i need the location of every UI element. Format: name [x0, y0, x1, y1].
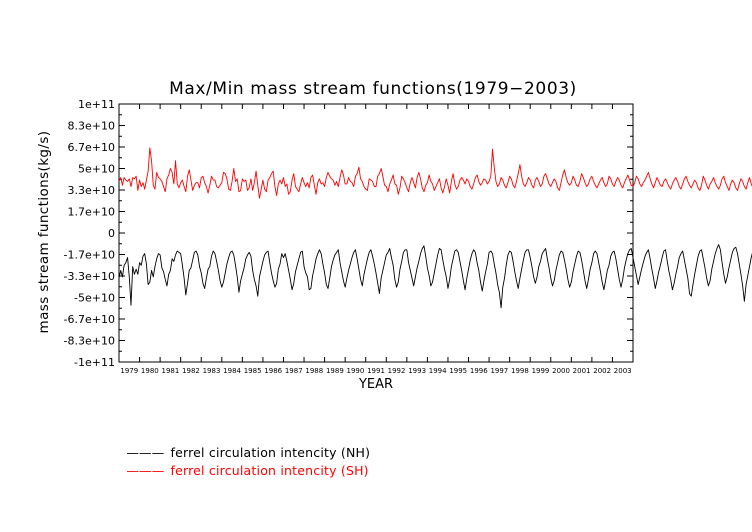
y-tick-label: 5e+10	[78, 163, 115, 176]
y-tick-label: -6.7e+10	[64, 313, 115, 326]
x-tick-label: 1985	[244, 367, 262, 375]
x-tick-label: 1982	[182, 367, 200, 375]
legend-label-nh: ferrel circulation intencity (NH)	[170, 445, 371, 460]
x-tick-label: 1990	[347, 367, 365, 375]
x-tick-label: 2000	[552, 367, 570, 375]
legend-line-sh: ———	[126, 463, 165, 478]
x-tick-label: 1987	[285, 367, 303, 375]
plot-frame	[118, 103, 634, 363]
x-tick-label: 1983	[203, 367, 221, 375]
x-tick-label: 1979	[120, 367, 138, 375]
x-tick-label: 1995	[449, 367, 467, 375]
series-layer	[118, 147, 752, 309]
x-tick-label: 1989	[326, 367, 344, 375]
y-tick-label: 1e+11	[78, 98, 115, 111]
x-tick-label: 1981	[161, 367, 179, 375]
x-tick-label: 1992	[388, 367, 406, 375]
x-tick-label: 1988	[305, 367, 323, 375]
x-tick-label: 1998	[511, 367, 529, 375]
x-tick-label: 1993	[408, 367, 426, 375]
x-tick-label: 1980	[141, 367, 159, 375]
y-tick-label: -8.3e+10	[64, 335, 115, 348]
x-axis-label: YEAR	[358, 377, 393, 392]
x-tick-label: 2002	[593, 367, 611, 375]
y-tick-label: 3.3e+10	[68, 184, 115, 197]
x-tick-label: 1994	[429, 367, 447, 375]
legend-entry-nh: ——— ferrel circulation intencity (NH)	[118, 430, 370, 460]
y-tick-label: -1e+11	[74, 356, 115, 369]
x-tick-label: 1996	[470, 367, 488, 375]
x-tick-label: 2001	[573, 367, 591, 375]
legend-line-nh: ———	[126, 445, 165, 460]
x-tick-label: 2003	[614, 367, 632, 375]
y-axis-label: mass stream functions(kg/s)	[36, 131, 52, 334]
y-tick-label: -3.3e+10	[64, 270, 115, 283]
series-line-sh	[118, 147, 752, 199]
y-tick-label: 1.7e+10	[68, 206, 115, 219]
y-tick-label: 6.7e+10	[68, 141, 115, 154]
x-tick-label: 1991	[367, 367, 385, 375]
x-tick-label: 1986	[264, 367, 282, 375]
y-tick-label: 8.3e+10	[68, 120, 115, 133]
x-tick-label: 1984	[223, 367, 241, 375]
y-tick-label: 0	[108, 227, 115, 240]
chart-title: Max/Min mass stream functions(1979−2003)	[169, 79, 577, 99]
y-tick-label: -5e+10	[74, 292, 115, 305]
x-axis-ticks: 1979 1980 1981 1982 1983 1984 1985 1986 1987 1988…	[118, 104, 634, 375]
series-line-nh	[118, 244, 752, 309]
y-tick-label: -1.7e+10	[64, 249, 115, 262]
x-tick-label: 1997	[490, 367, 508, 375]
legend-entry-sh: ——— ferrel circulation intencity (SH)	[118, 448, 369, 478]
legend-label-sh: ferrel circulation intencity (SH)	[170, 463, 369, 478]
y-axis-ticks: 1e+11 8.3e+10 6.7e+10 5e+10 3.3e+10 1.7e+10 0 -…	[64, 98, 633, 369]
x-tick-label: 1999	[532, 367, 550, 375]
